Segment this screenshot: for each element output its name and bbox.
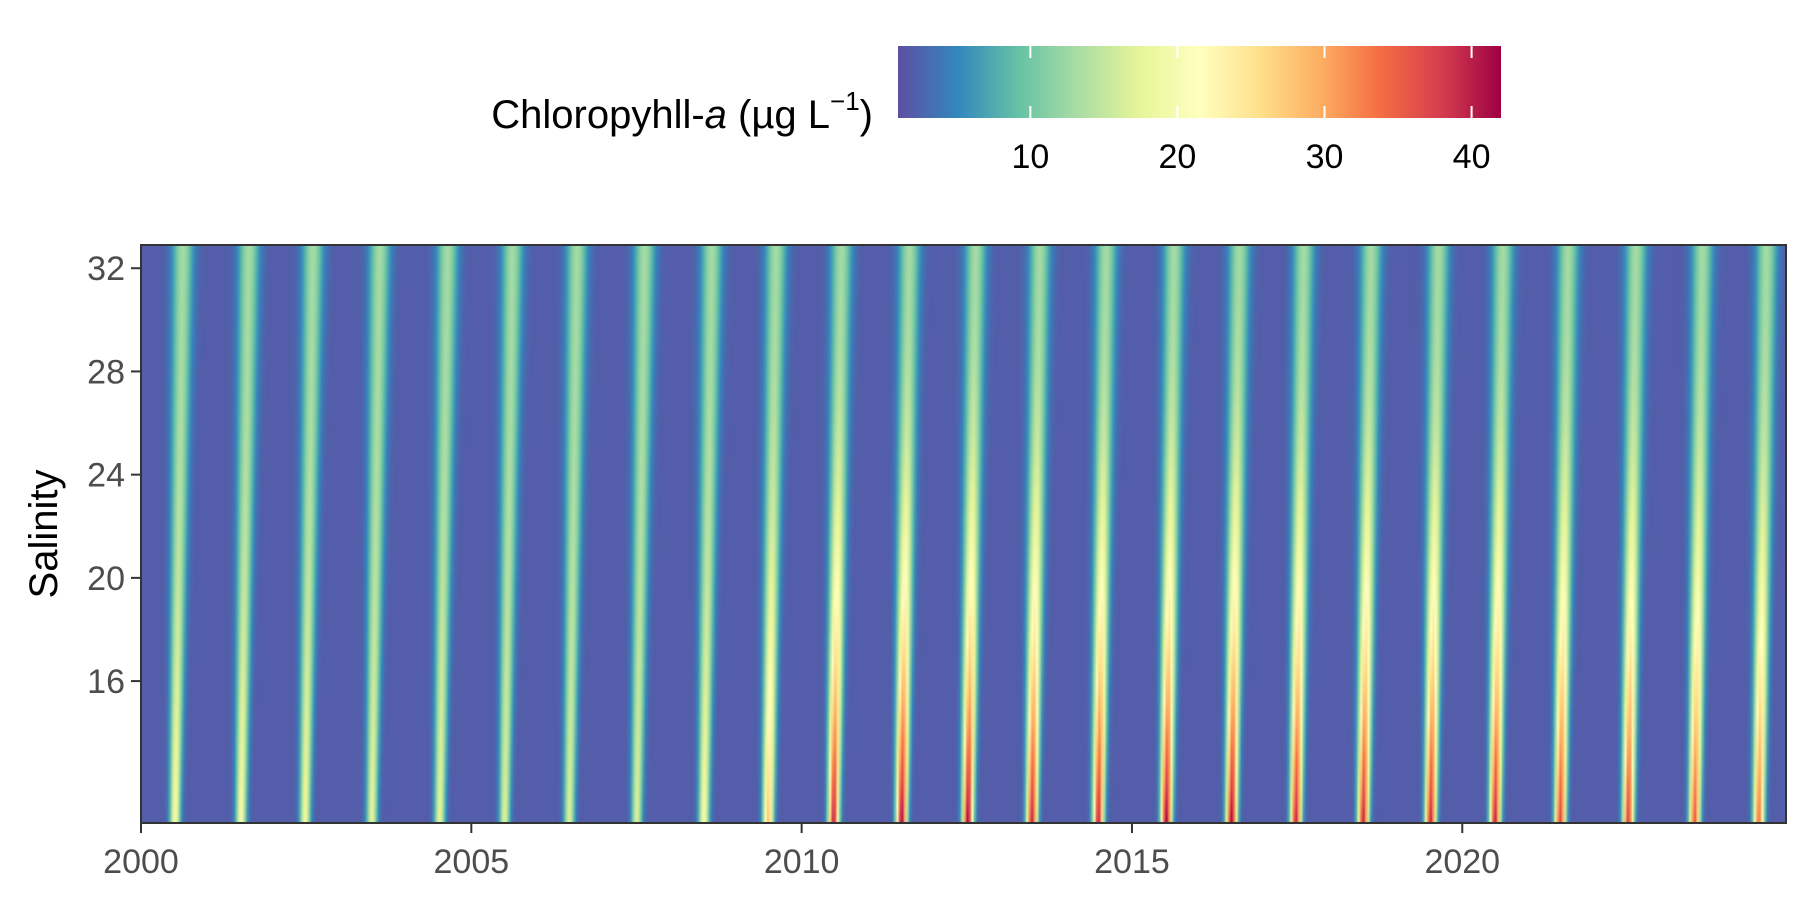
y-axis: 16 20 24 28 32 [87,250,141,701]
y-tick-label: 20 [87,560,125,598]
colorbar [898,46,1501,118]
x-tick-label: 2000 [103,843,179,881]
colorbar-tick-label: 10 [1011,138,1049,176]
x-tick-label: 2005 [434,843,510,881]
heatmap-raster [141,245,1786,823]
y-tick-label: 32 [87,250,125,288]
colorbar-title: Chloropyhll-a (µg L−1) [491,86,873,137]
colorbar-legend: Chloropyhll-a (µg L−1) 10 20 30 40 [491,46,1501,176]
colorbar-tick-label: 40 [1453,138,1491,176]
colorbar-title-main: Chloropyhll- [491,93,704,137]
y-tick-label: 24 [87,457,125,495]
colorbar-title-italic: a [705,93,727,137]
colorbar-title-sup: −1 [830,86,860,116]
x-tick-label: 2020 [1424,843,1500,881]
x-tick-label: 2015 [1094,843,1170,881]
colorbar-title-close: ) [860,93,873,137]
y-axis-title: Salinity [22,470,66,599]
x-axis: 2000 2005 2010 2015 2020 [103,823,1500,881]
x-tick-label: 2010 [764,843,840,881]
colorbar-title-unit: (µg L [727,93,830,137]
y-tick-label: 28 [87,353,125,391]
plot-area [140,244,1787,824]
colorbar-tick-label: 20 [1159,138,1197,176]
colorbar-tick-label: 30 [1306,138,1344,176]
plot-border [140,244,1787,824]
y-tick-label: 16 [87,663,125,701]
colorbar-ticks: 10 20 30 40 [1011,46,1490,176]
